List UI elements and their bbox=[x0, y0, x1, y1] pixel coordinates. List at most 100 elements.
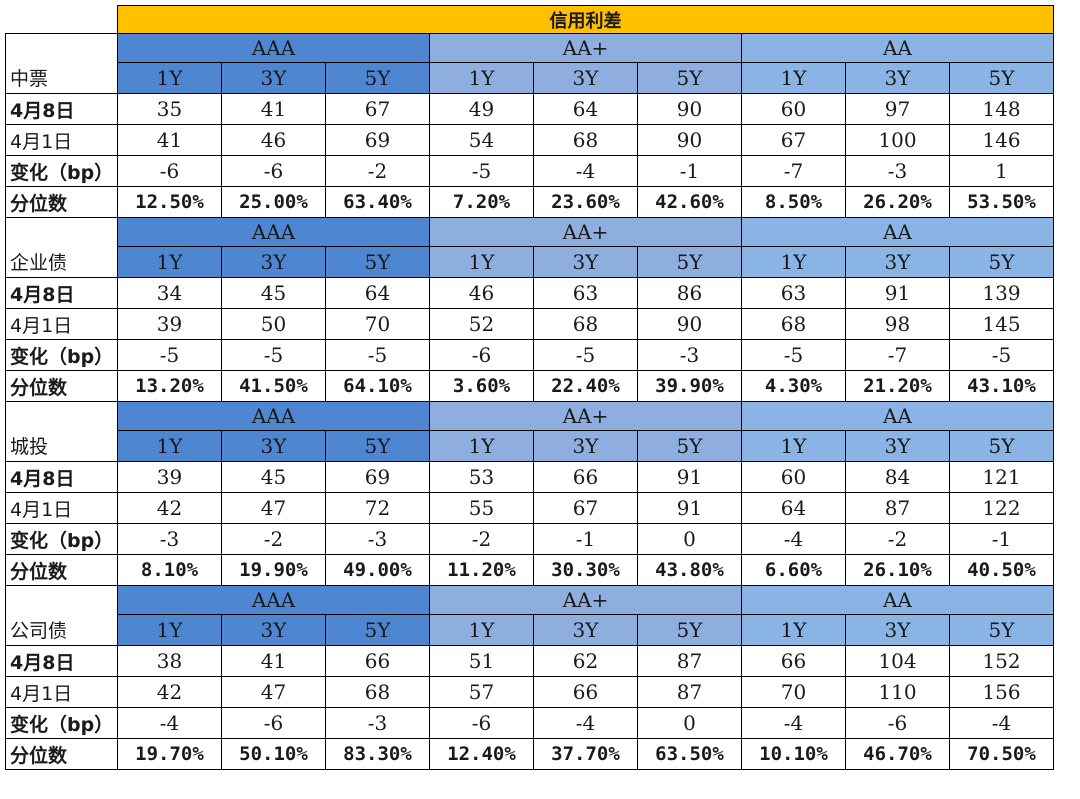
table-cell: 8.10% bbox=[117, 554, 222, 586]
table-cell: 41 bbox=[221, 93, 326, 125]
table-cell: 22.40% bbox=[533, 370, 638, 402]
table-row: 4月8日 34 45 64 46 63 86 63 91 139 bbox=[5, 277, 1054, 309]
tenor-header-aa-plus: 5Y bbox=[637, 430, 742, 462]
table-cell: 63.50% bbox=[637, 738, 742, 770]
group-header-aaa: AAA bbox=[117, 33, 430, 63]
table-cell: 68 bbox=[533, 308, 638, 340]
table-cell: 64.10% bbox=[325, 370, 430, 402]
table-cell: -1 bbox=[637, 155, 742, 187]
section-name: 公司债 bbox=[5, 614, 118, 646]
table-title: 信用利差 bbox=[117, 5, 1054, 34]
table-cell: 12.50% bbox=[117, 186, 222, 218]
table-row: 分位数 13.20% 41.50% 64.10% 3.60% 22.40% 39.90% 4.… bbox=[5, 370, 1054, 402]
table-cell: 64 bbox=[325, 277, 430, 309]
table-cell: -6 bbox=[429, 707, 534, 739]
row-label: 4月1日 bbox=[5, 676, 118, 708]
tenor-header-aaa: 1Y bbox=[117, 614, 222, 646]
table-row: 4月1日 39 50 70 52 68 90 68 98 145 bbox=[5, 308, 1054, 340]
table-cell: -2 bbox=[845, 523, 950, 555]
table-cell: -5 bbox=[429, 155, 534, 187]
table-cell: 41.50% bbox=[221, 370, 326, 402]
table-cell: -4 bbox=[741, 523, 846, 555]
table-cell: -7 bbox=[845, 339, 950, 371]
group-header-aa: AA bbox=[741, 585, 1054, 615]
table-cell: 67 bbox=[325, 93, 430, 125]
table-cell: 68 bbox=[741, 308, 846, 340]
table-cell: -5 bbox=[325, 339, 430, 371]
table-cell: 91 bbox=[637, 461, 742, 493]
table-cell: 100 bbox=[845, 124, 950, 156]
table-cell: -3 bbox=[845, 155, 950, 187]
table-cell: -6 bbox=[429, 339, 534, 371]
group-header-aa-plus: AA+ bbox=[429, 401, 742, 431]
table-cell: 60 bbox=[741, 461, 846, 493]
table-cell: -1 bbox=[949, 523, 1054, 555]
table-cell: 34 bbox=[117, 277, 222, 309]
table-cell: 49.00% bbox=[325, 554, 430, 586]
table-cell: 6.60% bbox=[741, 554, 846, 586]
tenor-header-aa-plus: 1Y bbox=[429, 614, 534, 646]
table-cell: 70 bbox=[741, 676, 846, 708]
tenor-header-aaa: 5Y bbox=[325, 62, 430, 94]
table-cell: -6 bbox=[221, 155, 326, 187]
table-cell: 110 bbox=[845, 676, 950, 708]
tenor-header-aa: 3Y bbox=[845, 246, 950, 278]
table-cell: 1 bbox=[949, 155, 1054, 187]
table-cell: 8.50% bbox=[741, 186, 846, 218]
table-cell: 67 bbox=[741, 124, 846, 156]
table-cell: 51 bbox=[429, 645, 534, 677]
table-cell: 72 bbox=[325, 492, 430, 524]
table-cell: 68 bbox=[533, 124, 638, 156]
table-cell: 26.20% bbox=[845, 186, 950, 218]
table-cell: 0 bbox=[637, 523, 742, 555]
table-cell: 39 bbox=[117, 308, 222, 340]
group-header-aaa: AAA bbox=[117, 401, 430, 431]
table-cell: 39.90% bbox=[637, 370, 742, 402]
table-cell: 70 bbox=[325, 308, 430, 340]
table-cell: -4 bbox=[117, 707, 222, 739]
tenor-header-aaa: 3Y bbox=[221, 62, 326, 94]
table-cell: 87 bbox=[637, 676, 742, 708]
table-cell: 4.30% bbox=[741, 370, 846, 402]
table-cell: 46.70% bbox=[845, 738, 950, 770]
table-cell: 39 bbox=[117, 461, 222, 493]
table-cell: -5 bbox=[533, 339, 638, 371]
corner-cell bbox=[5, 5, 118, 34]
table-cell: -3 bbox=[117, 523, 222, 555]
table-cell: 42 bbox=[117, 492, 222, 524]
table-cell: 41 bbox=[117, 124, 222, 156]
table-cell: 91 bbox=[637, 492, 742, 524]
table-cell: 46 bbox=[429, 277, 534, 309]
section-label-spacer bbox=[5, 401, 118, 431]
table-cell: 49 bbox=[429, 93, 534, 125]
table-cell: 43.10% bbox=[949, 370, 1054, 402]
tenor-header-aa-plus: 5Y bbox=[637, 614, 742, 646]
tenor-header-aaa: 3Y bbox=[221, 430, 326, 462]
tenor-header-aa: 1Y bbox=[741, 246, 846, 278]
row-label: 4月8日 bbox=[5, 461, 118, 493]
table-cell: 50.10% bbox=[221, 738, 326, 770]
table-cell: 148 bbox=[949, 93, 1054, 125]
table-cell: 23.60% bbox=[533, 186, 638, 218]
tenor-header-aa-plus: 1Y bbox=[429, 246, 534, 278]
table-row: 4月8日 35 41 67 49 64 90 60 97 148 bbox=[5, 93, 1054, 125]
table-cell: 66 bbox=[533, 676, 638, 708]
table-cell: 3.60% bbox=[429, 370, 534, 402]
table-cell: 62 bbox=[533, 645, 638, 677]
row-label: 分位数 bbox=[5, 186, 118, 218]
table-cell: 21.20% bbox=[845, 370, 950, 402]
tenor-header-aa-plus: 1Y bbox=[429, 62, 534, 94]
tenor-header-aaa: 5Y bbox=[325, 430, 430, 462]
table-cell: 7.20% bbox=[429, 186, 534, 218]
table-cell: 64 bbox=[741, 492, 846, 524]
table-cell: -6 bbox=[117, 155, 222, 187]
group-header-aa: AA bbox=[741, 217, 1054, 247]
table-cell: 37.70% bbox=[533, 738, 638, 770]
table-cell: 122 bbox=[949, 492, 1054, 524]
table-cell: 60 bbox=[741, 93, 846, 125]
tenor-header-aa: 1Y bbox=[741, 430, 846, 462]
table-cell: -4 bbox=[533, 155, 638, 187]
row-label: 4月1日 bbox=[5, 492, 118, 524]
tenor-header-aaa: 1Y bbox=[117, 62, 222, 94]
tenor-header-aa-plus: 1Y bbox=[429, 430, 534, 462]
